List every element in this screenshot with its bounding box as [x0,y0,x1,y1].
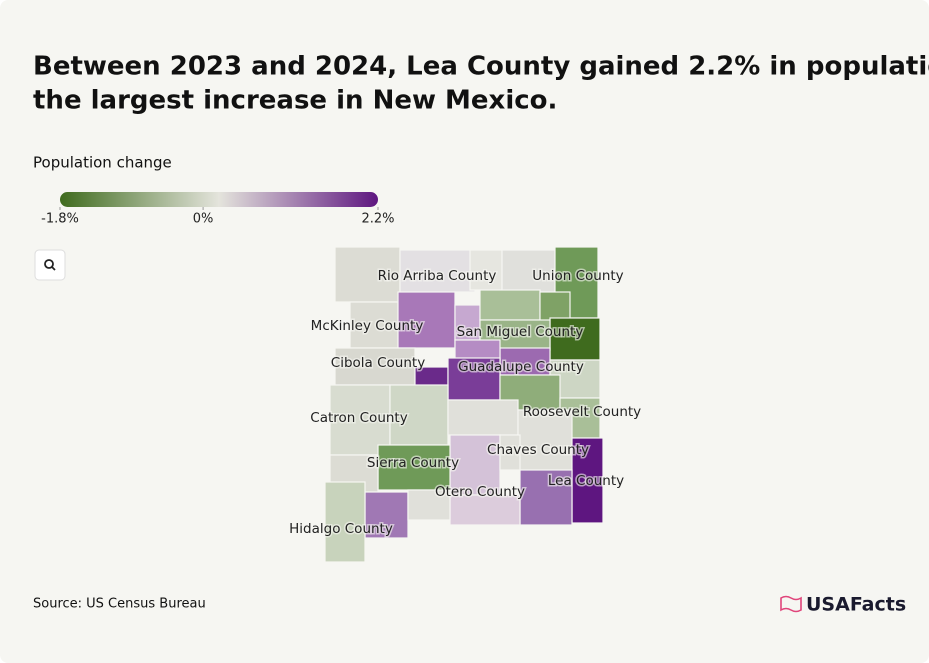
county[interactable] [389,384,449,446]
county-labels: Rio Arriba County Union County McKinley … [288,267,643,539]
county[interactable] [499,374,561,411]
county-label: Catron County [310,410,407,426]
county-label: Guadalupe County [458,359,584,375]
county[interactable] [334,246,401,303]
logo-text: USAFacts [806,594,906,616]
search-box[interactable] [34,249,66,281]
county-label: San Miguel County [457,324,584,340]
county[interactable] [549,317,601,361]
county-label: Rio Arriba County [378,268,497,284]
county-label: Lea County [548,473,624,489]
county-label: Cibola County [331,355,425,371]
counties [324,246,604,563]
county[interactable] [479,289,541,321]
county[interactable] [447,399,519,436]
title-line: the largest increase in New Mexico. [33,86,557,116]
search-button[interactable] [34,249,66,281]
county[interactable] [571,437,604,524]
county[interactable] [377,444,451,491]
county-label: Roosevelt County [523,404,641,420]
source: Source: US Census Bureau [33,597,206,612]
county-label: Chaves County [487,442,589,458]
county[interactable] [519,469,573,526]
county[interactable] [449,494,521,526]
county[interactable] [407,489,451,521]
title-line: Between 2023 and 2024, Lea County gained… [33,52,929,82]
legend-tick-label: 0% [193,212,214,227]
county-label: Union County [532,268,623,284]
county[interactable] [499,347,551,376]
legend-bar [60,192,378,207]
legend-ticks: -1.8% 0% 2.2% [41,207,395,227]
county[interactable] [447,357,501,401]
legend-title: Population change [33,154,172,172]
county-label: McKinley County [311,318,424,334]
county[interactable] [454,304,481,341]
logo-icon [780,595,802,613]
search-icon [44,259,54,269]
logo: USAFacts [780,594,906,616]
county[interactable] [364,491,409,539]
county[interactable] [499,434,521,471]
county-label: Sierra County [367,455,459,471]
county-label: Otero County [435,484,525,500]
legend-tick-label: 2.2% [361,212,394,227]
county[interactable] [454,339,501,361]
county[interactable] [324,481,366,563]
county[interactable] [517,409,573,471]
search-icon [51,266,56,271]
legend-tick-label: -1.8% [41,212,79,227]
county-label: Hidalgo County [289,521,393,537]
